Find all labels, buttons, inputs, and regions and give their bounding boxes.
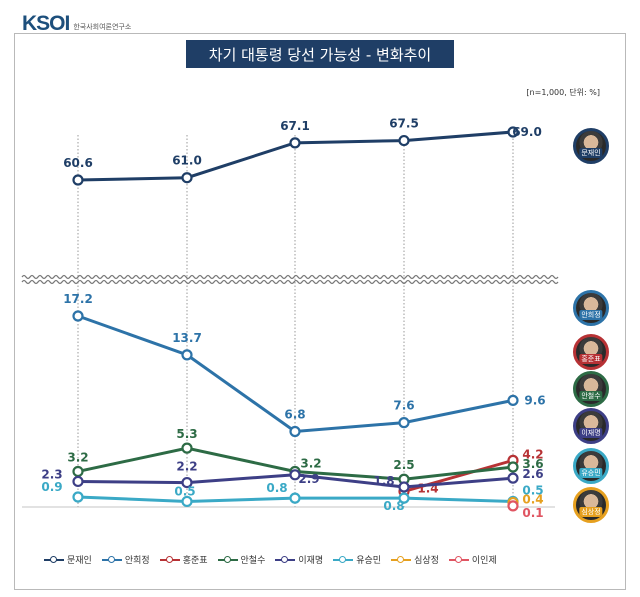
legend-item-1: 문재인 xyxy=(44,553,92,566)
portrait-name-5: 이재명 xyxy=(579,428,603,438)
legend-swatch-5 xyxy=(275,555,296,564)
data-point-4-5 xyxy=(507,461,519,473)
portrait-name-2: 안희정 xyxy=(579,310,603,320)
legend-label-7: 심상정 xyxy=(414,556,439,566)
legend-label-4: 안철수 xyxy=(240,556,266,566)
legend-item-7: 심상정 xyxy=(391,553,439,566)
data-label-6-5: 0.5 xyxy=(522,483,543,497)
data-point-1-4 xyxy=(398,134,410,147)
legend-label-2: 안희정 xyxy=(124,556,150,566)
data-label-4-2: 5.3 xyxy=(176,427,197,441)
axis-break-line-top xyxy=(21,274,559,280)
data-label-3-5: 4.2 xyxy=(522,447,543,461)
sample-note: [n=1,000, 단위: %] xyxy=(526,88,600,97)
legend-swatch-6 xyxy=(333,555,354,564)
legend-swatch-7 xyxy=(391,555,412,564)
org-name: 한국사회여론연구소 xyxy=(73,23,132,31)
legend-item-8: 이인제 xyxy=(448,553,497,566)
data-label-2-1: 17.2 xyxy=(63,292,93,306)
portrait-3: 홍준표 xyxy=(573,334,609,370)
legend-swatch-3 xyxy=(159,555,180,564)
data-label-2-2: 13.7 xyxy=(172,331,202,345)
data-label-1-4: 67.5 xyxy=(389,117,419,131)
data-label-1-2: 61.0 xyxy=(172,154,202,168)
data-point-6-2 xyxy=(181,495,193,508)
chart-frame xyxy=(14,33,626,590)
data-point-2-2 xyxy=(181,349,193,361)
legend-label-1: 문재인 xyxy=(67,556,92,566)
data-point-1-1 xyxy=(72,174,84,186)
data-point-5-3 xyxy=(289,469,301,481)
legend-item-6: 유승민 xyxy=(333,553,381,566)
data-point-2-5 xyxy=(507,394,519,406)
data-label-5-5: 2.6 xyxy=(522,467,543,481)
data-label-5-3: 2.9 xyxy=(298,472,319,486)
data-point-5-5 xyxy=(507,472,519,484)
data-point-4-2 xyxy=(181,442,193,454)
legend-item-4: 안철수 xyxy=(217,553,266,566)
portrait-name-7: 심상정 xyxy=(579,507,603,517)
legend-item-5: 이재명 xyxy=(275,553,323,566)
data-point-6-4 xyxy=(398,492,410,504)
data-label-1-5: 69.0 xyxy=(512,125,542,139)
portrait-1: 문재인 xyxy=(573,128,609,164)
data-point-1-3 xyxy=(289,137,301,149)
data-label-2-3: 6.8 xyxy=(284,407,305,421)
portrait-2: 안희정 xyxy=(573,290,609,326)
data-label-4-1: 3.2 xyxy=(67,450,88,464)
data-label-8-5: 0.1 xyxy=(522,506,543,520)
ksoi-logo: KSOI 한국사회여론연구소 xyxy=(22,12,131,36)
data-point-1-2 xyxy=(181,172,193,184)
data-point-5-4 xyxy=(398,481,410,493)
data-point-4-1 xyxy=(72,465,84,478)
data-point-2-4 xyxy=(398,417,410,429)
data-point-2-3 xyxy=(289,425,301,438)
portrait-name-4: 안철수 xyxy=(579,391,603,401)
legend-item-2: 안희정 xyxy=(101,553,150,566)
legend-label-6: 유승민 xyxy=(356,556,382,566)
portrait-7: 심상정 xyxy=(573,487,609,523)
portrait-name-1: 문재인 xyxy=(579,148,603,158)
data-label-5-2: 2.2 xyxy=(176,460,197,474)
data-label-4-3: 3.2 xyxy=(300,456,321,470)
data-label-4-5: 3.6 xyxy=(522,457,543,471)
data-label-5-1: 2.3 xyxy=(41,467,62,481)
chart-title: 차기 대통령 당선 가능성 - 변화추이 xyxy=(186,40,454,68)
data-label-7-5: 0.4 xyxy=(522,493,543,507)
legend-label-8: 이인제 xyxy=(471,556,497,566)
axis-break-line-bottom xyxy=(21,279,559,285)
data-label-5-4: 1.8 xyxy=(373,474,394,488)
legend-swatch-1 xyxy=(44,555,64,564)
logo-text: KSOI xyxy=(22,12,70,35)
data-label-1-3: 67.1 xyxy=(280,119,310,133)
data-label-6-4: 0.8 xyxy=(383,499,404,513)
data-point-8-5 xyxy=(507,500,519,512)
legend-label-3: 홍준표 xyxy=(182,556,208,566)
legend-swatch-8 xyxy=(448,555,469,564)
portrait-4: 안철수 xyxy=(573,371,609,407)
data-label-2-5: 9.6 xyxy=(524,393,545,407)
data-label-6-2: 0.5 xyxy=(174,484,195,498)
data-point-6-3 xyxy=(289,492,301,504)
legend-swatch-4 xyxy=(217,555,238,564)
chart-legend: 문재인 안희정 홍준표 안철수 이재명 유승민 심상정 이인제 xyxy=(44,553,497,566)
portrait-6: 유승민 xyxy=(573,448,609,484)
data-label-2-4: 7.6 xyxy=(393,399,414,413)
data-label-6-3: 0.8 xyxy=(266,481,287,495)
data-label-6-1: 0.9 xyxy=(41,480,62,494)
data-point-6-1 xyxy=(72,491,84,503)
portrait-name-3: 홍준표 xyxy=(579,354,603,364)
legend-swatch-2 xyxy=(101,555,122,564)
data-point-1-5 xyxy=(507,126,519,138)
legend-label-5: 이재명 xyxy=(298,556,324,566)
data-point-5-1 xyxy=(72,475,84,488)
portrait-name-6: 유승민 xyxy=(579,468,603,478)
portrait-5: 이재명 xyxy=(573,408,609,444)
legend-item-3: 홍준표 xyxy=(159,553,208,566)
data-label-1-1: 60.6 xyxy=(63,156,93,170)
data-point-2-1 xyxy=(72,310,84,322)
data-label-4-4: 2.5 xyxy=(393,458,414,472)
data-point-5-2 xyxy=(181,476,193,489)
